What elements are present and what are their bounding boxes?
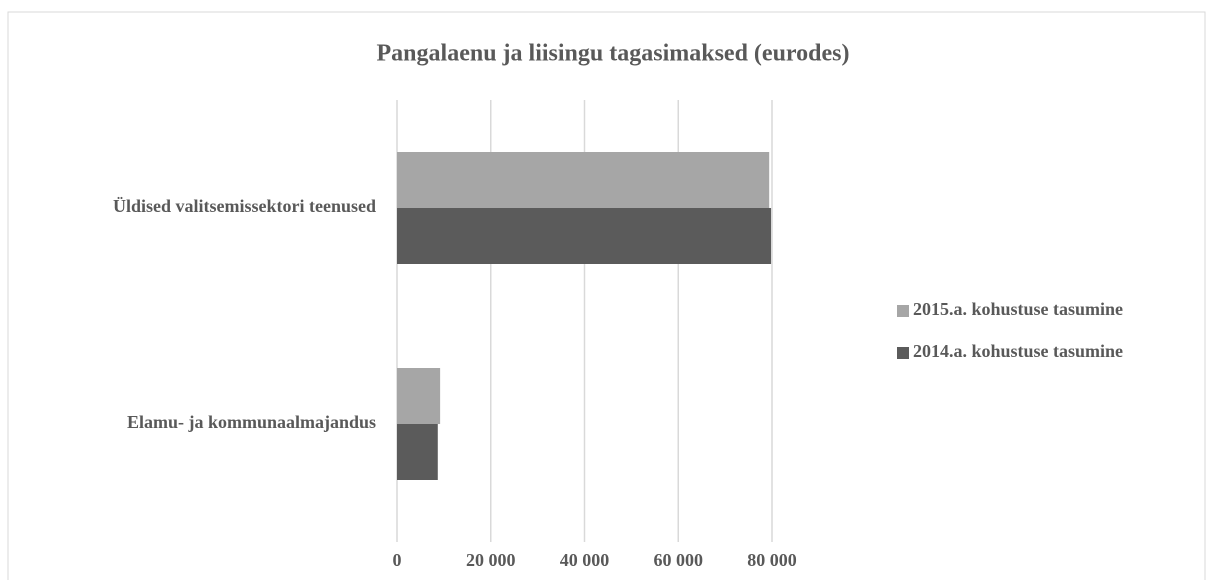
x-tick-label: 20 000 [466,550,516,570]
bar [397,368,441,424]
x-tick-label: 60 000 [654,550,704,570]
bar [397,208,772,264]
bar [397,424,438,480]
y-tick-label: Üldised valitsemissektori teenused [113,196,376,216]
x-tick-label: 40 000 [560,550,610,570]
legend-label: 2015.a. kohustuse tasumine [913,299,1123,319]
x-tick-label: 0 [393,550,402,570]
legend-label: 2014.a. kohustuse tasumine [913,341,1123,361]
chart-title: Pangalaenu ja liisingu tagasimaksed (eur… [377,41,850,67]
x-tick-label: 80 000 [747,550,797,570]
bar [397,152,770,208]
chart-frame [7,11,1206,580]
legend-swatch [897,305,909,317]
y-tick-label: Elamu- ja kommunaalmajandus [127,412,376,432]
legend-swatch [897,347,909,359]
